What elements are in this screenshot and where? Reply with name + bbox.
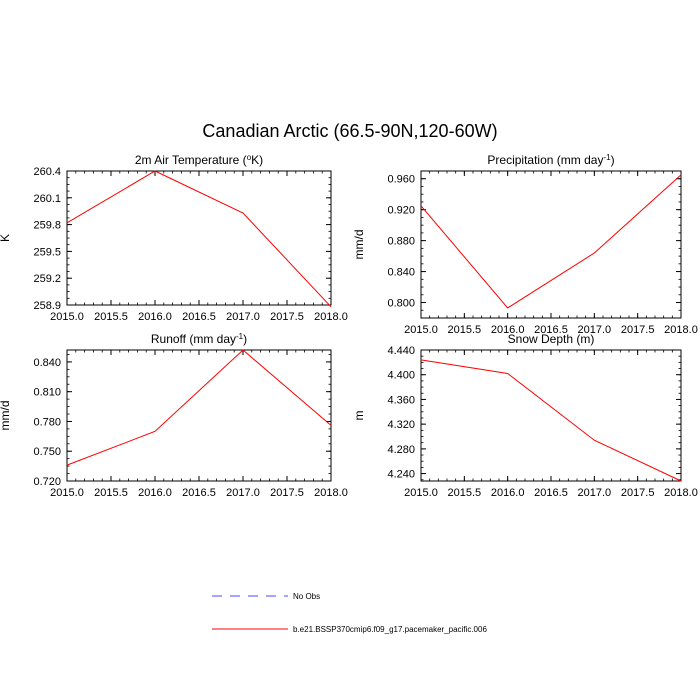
x-tick-label: 2015.0 bbox=[404, 487, 438, 499]
panel-title-superscript: -1 bbox=[603, 153, 611, 162]
x-tick-label: 2017.5 bbox=[621, 324, 655, 336]
series-line bbox=[66, 349, 332, 466]
x-tick-label: 2016.0 bbox=[138, 311, 172, 323]
panel-title-end: K) bbox=[251, 153, 263, 167]
x-tick-label: 2017.5 bbox=[270, 487, 304, 499]
x-tick-label: 2016.0 bbox=[491, 487, 525, 499]
series-line bbox=[66, 170, 332, 308]
y-tick-label: 4.440 bbox=[387, 345, 415, 357]
y-axis-label: mm/d bbox=[0, 401, 12, 431]
panel-2: Precipitation (mm day-1) mm/d 2015.0 2015.5… bbox=[352, 153, 698, 336]
legend-model-label: b.e21.BSSP370cmip6.f09_g17.pacemaker_pac… bbox=[293, 625, 487, 634]
x-tick-label: 2015.5 bbox=[448, 324, 482, 336]
y-axis-label: mm/d bbox=[352, 230, 366, 260]
panel-title-text: 2m Air Temperature ( bbox=[135, 153, 247, 167]
y-tick-label: 0.960 bbox=[387, 174, 415, 186]
y-tick-label: 0.840 bbox=[33, 357, 61, 369]
y-tick-label: 258.9 bbox=[33, 300, 61, 312]
x-tick-label: 2016.5 bbox=[182, 487, 216, 499]
panel-title-superscript: -1 bbox=[236, 332, 244, 341]
x-tick-label: 2015.5 bbox=[94, 311, 128, 323]
panel-title-end: ) bbox=[243, 332, 247, 346]
panel-title: Runoff (mm day-1) bbox=[151, 332, 247, 346]
y-tick-label: 0.800 bbox=[387, 298, 415, 310]
figure-title: Canadian Arctic (66.5-90N,120-60W) bbox=[202, 121, 497, 141]
panel-title: Precipitation (mm day-1) bbox=[487, 153, 614, 167]
y-axis-label: K bbox=[0, 234, 12, 242]
panel-title-text: Snow Depth (m) bbox=[508, 332, 595, 346]
plot-frame bbox=[66, 349, 332, 482]
y-tick-label: 0.810 bbox=[33, 387, 61, 399]
x-tick-label: 2018.0 bbox=[664, 487, 698, 499]
y-tick-label: 4.240 bbox=[387, 469, 415, 481]
y-tick-label: 0.750 bbox=[33, 446, 61, 458]
y-tick-label: 4.400 bbox=[387, 370, 415, 382]
y-tick-label: 4.360 bbox=[387, 394, 415, 406]
legend-obs-label: No Obs bbox=[293, 592, 320, 601]
x-tick-label: 2016.5 bbox=[534, 324, 568, 336]
y-tick-label: 0.840 bbox=[387, 267, 415, 279]
x-tick-label: 2018.0 bbox=[314, 487, 348, 499]
y-tick-label: 259.8 bbox=[33, 220, 61, 232]
x-tick-label: 2018.0 bbox=[314, 311, 348, 323]
x-tick-label: 2015.5 bbox=[94, 487, 128, 499]
chart-panels: 2m Air Temperature (oK) K 2015.0 2015.5 2016… bbox=[0, 153, 698, 499]
panel-title: Snow Depth (m) bbox=[508, 332, 595, 346]
x-tick-label: 2017.0 bbox=[226, 487, 260, 499]
plot-frame bbox=[420, 349, 682, 482]
x-tick-label: 2017.0 bbox=[226, 311, 260, 323]
x-tick-label: 2016.0 bbox=[138, 487, 172, 499]
plot-frame bbox=[420, 170, 682, 319]
panel-3: Runoff (mm day-1) mm/d 2015.0 2015.5 2016.0 2… bbox=[0, 332, 348, 499]
x-tick-label: 2015.0 bbox=[404, 324, 438, 336]
y-tick-label: 0.780 bbox=[33, 416, 61, 428]
y-tick-label: 4.320 bbox=[387, 419, 415, 431]
y-tick-label: 260.4 bbox=[33, 166, 61, 178]
panel-title: 2m Air Temperature (oK) bbox=[135, 153, 263, 167]
panel-title-text: Runoff (mm day bbox=[151, 332, 236, 346]
series-line bbox=[420, 359, 682, 482]
x-tick-label: 2017.0 bbox=[578, 324, 612, 336]
panel-title-end: ) bbox=[611, 153, 615, 167]
x-tick-label: 2016.5 bbox=[182, 311, 216, 323]
y-tick-label: 0.720 bbox=[33, 476, 61, 488]
x-tick-label: 2017.0 bbox=[578, 487, 612, 499]
x-tick-label: 2017.5 bbox=[621, 487, 655, 499]
panel-4: Snow Depth (m) m 2015.0 2015.5 2016.0 2016.5 2… bbox=[352, 332, 698, 499]
y-tick-label: 0.920 bbox=[387, 205, 415, 217]
panel-1: 2m Air Temperature (oK) K 2015.0 2015.5 2016… bbox=[0, 153, 348, 323]
y-tick-label: 0.880 bbox=[387, 236, 415, 248]
legend: No Obs b.e21.BSSP370cmip6.f09_g17.pacema… bbox=[212, 592, 487, 634]
x-tick-label: 2015.0 bbox=[50, 311, 84, 323]
y-tick-label: 259.2 bbox=[33, 273, 61, 285]
panel-title-superscript: o bbox=[247, 153, 252, 162]
x-tick-label: 2015.5 bbox=[448, 487, 482, 499]
panel-title-text: Precipitation (mm day bbox=[487, 153, 603, 167]
series-line bbox=[420, 174, 682, 309]
y-tick-label: 259.5 bbox=[33, 246, 61, 258]
y-tick-label: 4.280 bbox=[387, 444, 415, 456]
y-tick-label: 260.1 bbox=[33, 193, 61, 205]
x-tick-label: 2018.0 bbox=[664, 324, 698, 336]
x-tick-label: 2016.0 bbox=[491, 324, 525, 336]
plot-frame bbox=[66, 170, 332, 306]
x-tick-label: 2015.0 bbox=[50, 487, 84, 499]
y-axis-label: m bbox=[352, 411, 366, 421]
x-tick-label: 2017.5 bbox=[270, 311, 304, 323]
x-tick-label: 2016.5 bbox=[534, 487, 568, 499]
